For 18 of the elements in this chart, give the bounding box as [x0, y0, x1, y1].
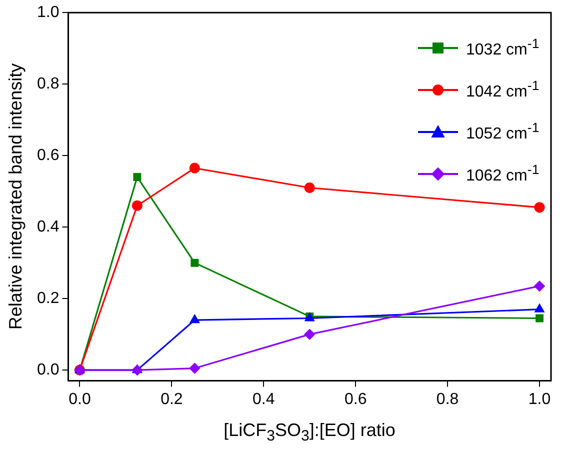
y-tick-label: 1.0 [36, 4, 60, 22]
y-tick-label: 0.4 [36, 218, 60, 236]
y-axis-title: Relative integrated band intensity [6, 64, 27, 330]
legend-label: 1032 cm$^{-1}$ [466, 36, 540, 60]
x-axis-title: [LiCF$_{3}$SO$_{3}$]:[EO] ratio [224, 420, 396, 445]
x-tick-label: 0.6 [344, 390, 367, 408]
y-tick-label: 0.2 [36, 290, 60, 307]
x-tick-label: 1.0 [528, 390, 551, 408]
y-tick-label: 0.8 [36, 76, 60, 92]
x-tick-label: 0.8 [436, 390, 459, 408]
legend-label: 1042 cm$^{-1}$ [466, 78, 540, 102]
y-tick-label: 0.0 [36, 361, 60, 378]
legend-label: 1062 cm$^{-1}$ [466, 162, 540, 186]
legend-label: 1052 cm$^{-1}$ [466, 120, 540, 144]
y-tick-label: 0.6 [36, 146, 60, 164]
x-tick-label: 0.2 [160, 390, 183, 408]
x-tick-label: 0.0 [68, 390, 91, 408]
x-tick-label: 0.4 [252, 390, 275, 408]
